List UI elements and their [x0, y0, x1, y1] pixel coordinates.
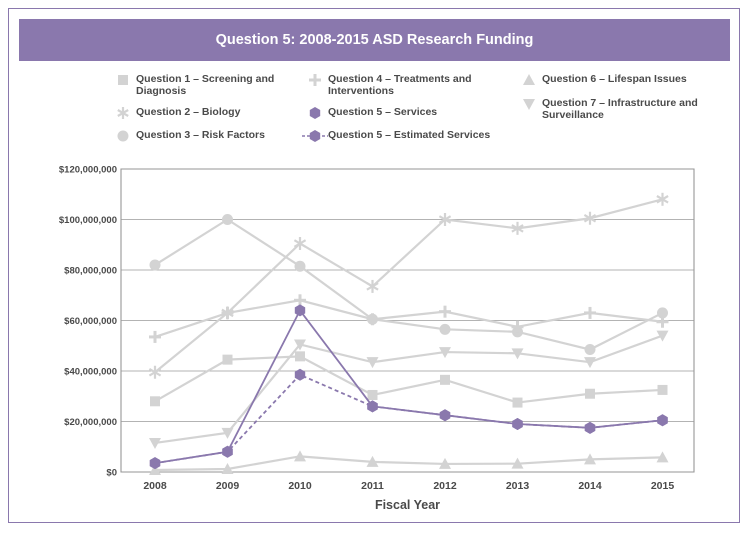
legend-item-q7: Question 7 – Infrastructure and Surveill…: [516, 97, 698, 121]
legend-label-q7: Question 7 – Infrastructure and Surveill…: [542, 97, 698, 121]
circle-marker-icon: [110, 129, 136, 143]
legend-item-q1: Question 1 – Screening and Diagnosis: [110, 73, 274, 97]
legend-item-q6: Question 6 – Lifespan Issues: [516, 73, 687, 87]
legend-item-q5-estimated: Question 5 – Estimated Services: [302, 129, 490, 143]
legend-item-q3: Question 3 – Risk Factors: [110, 129, 265, 143]
dashed-hexagon-marker-icon: [302, 129, 328, 143]
square-marker-icon: [110, 73, 136, 87]
legend-label-q4: Question 4 – Treatments and Intervention…: [328, 73, 472, 97]
legend-label-q1: Question 1 – Screening and Diagnosis: [136, 73, 275, 97]
legend-item-q4: Question 4 – Treatments and Intervention…: [302, 73, 472, 97]
legend-item-q5: Question 5 – Services: [302, 106, 437, 120]
legend-label-q2: Question 2 – Biology: [136, 106, 241, 118]
legend-label-q5: Question 5 – Services: [328, 106, 438, 118]
legend-item-q2: Question 2 – Biology: [110, 106, 240, 120]
chart-title: Question 5: 2008-2015 ASD Research Fundi…: [19, 19, 730, 61]
triangle-up-marker-icon: [516, 73, 542, 87]
hexagon-marker-icon: [302, 106, 328, 120]
legend-label-q5-estimated: Question 5 – Estimated Services: [328, 129, 491, 141]
triangle-down-marker-icon: [516, 97, 542, 111]
plus-marker-icon: [302, 73, 328, 87]
legend-label-q6: Question 6 – Lifespan Issues: [542, 73, 687, 85]
legend-label-q3: Question 3 – Risk Factors: [136, 129, 265, 141]
asterisk-marker-icon: [110, 106, 136, 120]
